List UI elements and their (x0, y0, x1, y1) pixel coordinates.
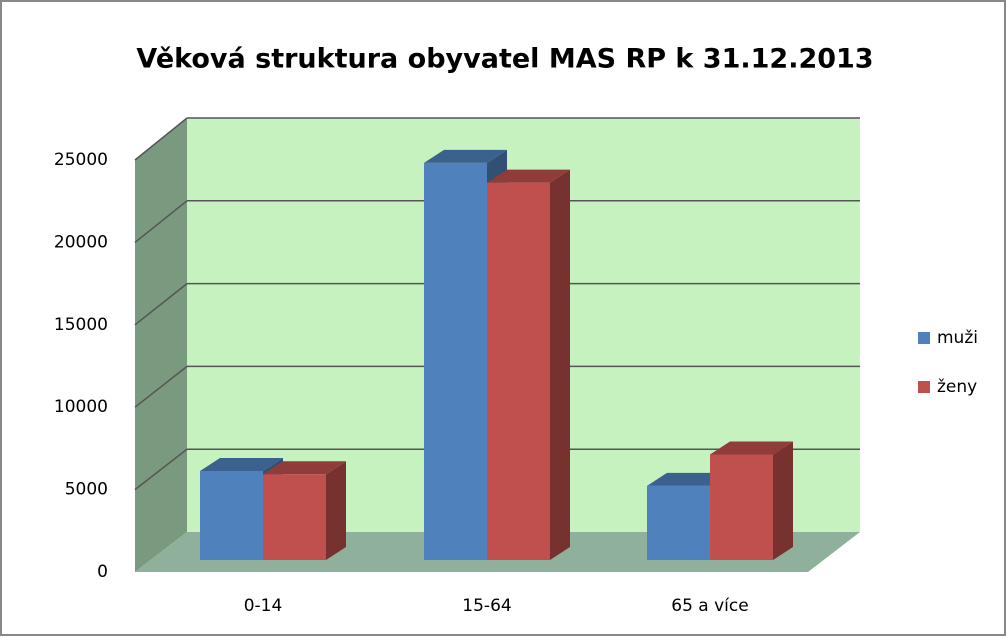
grid-line (134, 365, 188, 408)
bar-face (424, 149, 507, 163)
y-tick-label: 5000 (65, 480, 108, 500)
grid-line (134, 117, 188, 161)
legend-label: muži (937, 328, 978, 348)
bar-face (263, 474, 326, 560)
x-tick-label: 0-14 (244, 596, 283, 616)
bar-face (263, 461, 346, 475)
bar-face (200, 458, 283, 472)
bar (710, 441, 793, 560)
left-wall (135, 118, 187, 572)
bar (487, 169, 570, 560)
bar-face (487, 169, 570, 183)
y-tick-label: 10000 (54, 397, 108, 417)
bar-face (647, 472, 730, 486)
y-tick-label: 20000 (54, 232, 108, 252)
legend-swatch (918, 332, 930, 344)
bar-face (773, 441, 793, 560)
bar-face (487, 182, 550, 560)
y-tick-label: 25000 (54, 150, 108, 170)
bar-face (710, 454, 773, 560)
bar-face (647, 485, 710, 560)
grid-line (134, 283, 188, 326)
bar-face (550, 169, 570, 560)
bar-face (326, 461, 346, 560)
y-tick-label: 0 (97, 562, 108, 582)
x-tick-label: 65 a více (671, 596, 748, 616)
bar-face (200, 471, 263, 560)
bar-face (424, 162, 487, 560)
y-tick-label: 15000 (54, 315, 108, 335)
grid-line (134, 200, 188, 243)
x-tick-label: 15-64 (462, 596, 511, 616)
legend-swatch (918, 381, 930, 393)
chart-title: Věková struktura obyvatel MAS RP k 31.12… (136, 44, 873, 75)
bar (263, 461, 346, 560)
bar-face (710, 441, 793, 455)
grid-line (134, 448, 188, 491)
legend-label: ženy (937, 377, 977, 397)
